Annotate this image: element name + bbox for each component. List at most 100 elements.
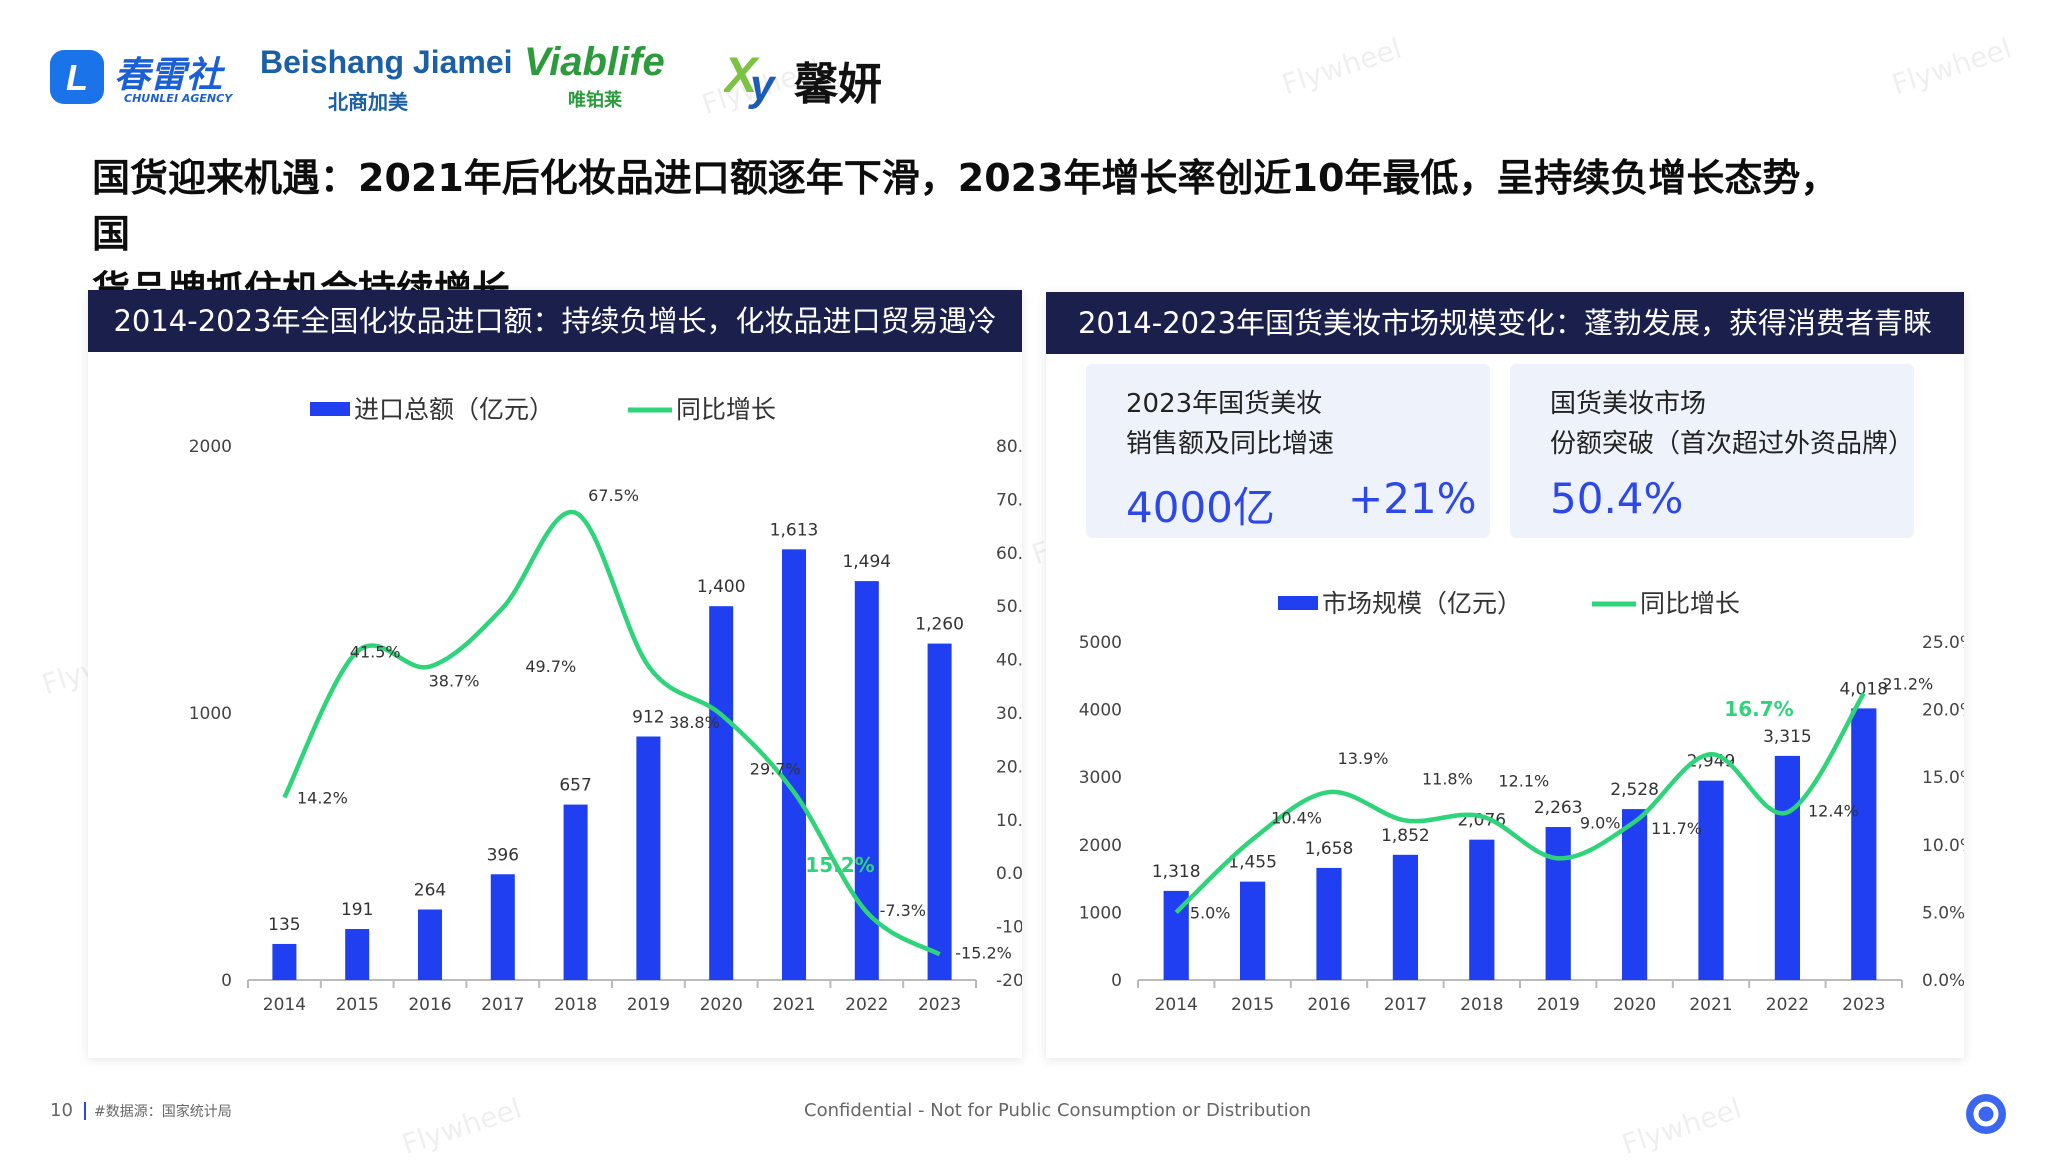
y-tick-label: 0 [1111, 971, 1122, 991]
bar [1469, 839, 1495, 980]
line-value-label: 38.8% [669, 713, 720, 732]
line-value-label: 5.0% [1190, 903, 1231, 922]
bar [272, 943, 297, 980]
sales-stat-label: 2023年国货美妆 销售额及同比增速 [1126, 384, 1334, 464]
bar-value-label: 1,494 [842, 552, 891, 572]
flywheel-logo-icon [1966, 1094, 2006, 1134]
line-value-label: 12.4% [1808, 801, 1859, 820]
legend-bar-swatch [1278, 596, 1318, 610]
bar-value-label: 2,263 [1534, 798, 1583, 818]
svg-text:X: X [724, 47, 760, 103]
y2-tick-label: 25.0% [1922, 633, 1964, 653]
x-tick-label: 2017 [1384, 995, 1427, 1015]
footer-divider [84, 1102, 86, 1120]
line-value-label: 13.9% [1338, 749, 1389, 768]
x-tick-label: 2020 [1613, 995, 1656, 1015]
share-stat-value: 50.4% [1550, 474, 1684, 523]
bar [1774, 755, 1801, 980]
x-tick-label: 2018 [1460, 995, 1503, 1015]
bar-value-label: 1,318 [1152, 862, 1201, 882]
y-tick-label: 0 [221, 971, 232, 991]
sales-stat-box: 2023年国货美妆 销售额及同比增速 4000亿 +21% [1086, 364, 1490, 538]
sales-stat-label-line2: 销售额及同比增速 [1126, 429, 1335, 459]
y2-tick-label: 15.0% [1922, 768, 1964, 788]
viablife-logo-text: Viablife [524, 40, 665, 84]
y-tick-label: 1000 [1079, 903, 1122, 923]
x-tick-label: 2019 [1537, 995, 1580, 1015]
x-tick-label: 2022 [1766, 995, 1809, 1015]
legend-line-label: 同比增长 [676, 395, 776, 424]
bar [1851, 708, 1877, 980]
market-chart-header: 2014-2023年国货美妆市场规模变化：蓬勃发展，获得消费者青睐 [1046, 292, 1964, 354]
y-tick-label: 4000 [1079, 701, 1122, 721]
bar-value-label: 1,400 [697, 577, 746, 597]
share-stat-label-line2: 份额突破（首次超过外资品牌） [1550, 429, 1915, 459]
y2-tick-label: -10.0% [996, 918, 1022, 938]
import-chart-card: 2014-2023年全国化妆品进口额：持续负增长，化妆品进口贸易遇冷 进口总额（… [88, 290, 1022, 1058]
data-source: #数据源：国家统计局 [94, 1104, 232, 1120]
watermark: Flywheel [397, 1091, 526, 1161]
watermark: Flywheel [1617, 1091, 1746, 1161]
y2-tick-label: 30.0% [996, 704, 1022, 724]
x-tick-label: 2023 [918, 995, 961, 1015]
xinyan-logo: X y 馨妍 [721, 40, 882, 116]
bar [1545, 827, 1571, 980]
x-tick-label: 2021 [772, 995, 815, 1015]
bar [927, 643, 952, 980]
x-tick-label: 2014 [263, 995, 306, 1015]
bar-value-label: 135 [268, 915, 300, 935]
beishang-logo-sub: 北商加美 [328, 90, 408, 114]
y2-tick-label: 5.0% [1922, 903, 1964, 923]
page-number: 10 [50, 1100, 73, 1121]
legend-bar-swatch [310, 402, 350, 416]
line-value-label: 15.2% [805, 853, 874, 877]
y2-tick-label: 60.0% [996, 544, 1022, 564]
y-tick-label: 5000 [1079, 633, 1122, 653]
line-value-label: 10.4% [1271, 808, 1322, 827]
line-value-label: 49.7% [525, 657, 576, 676]
legend-line-label: 同比增长 [1640, 589, 1740, 618]
bar-value-label: 1,455 [1228, 853, 1277, 873]
bar [345, 929, 370, 980]
y2-tick-label: 10.0% [1922, 836, 1964, 856]
line-value-label: 21.2% [1882, 674, 1933, 693]
chunlei-logo-text: 春雷社 [114, 55, 223, 96]
chunlei-logo-sub: CHUNLEI AGENCY [124, 92, 233, 105]
x-tick-label: 2017 [481, 995, 524, 1015]
viablife-logo-sub: 唯铂莱 [568, 90, 622, 111]
line-value-label: -7.3% [880, 901, 926, 920]
x-tick-label: 2021 [1689, 995, 1732, 1015]
y2-tick-label: 0.0% [1922, 971, 1964, 991]
line-value-label: -15.2% [955, 943, 1012, 962]
y2-tick-label: 20.0% [996, 757, 1022, 777]
line-value-label: 67.5% [588, 486, 639, 505]
bar [417, 909, 443, 980]
market-chart-card: 2014-2023年国货美妆市场规模变化：蓬勃发展，获得消费者青睐 2023年国… [1046, 292, 1964, 1058]
bar [563, 804, 588, 980]
bar [1316, 867, 1342, 980]
sales-stat-growth: +21% [1348, 474, 1477, 523]
share-stat-box: 国货美妆市场 份额突破（首次超过外资品牌） 50.4% [1510, 364, 1914, 538]
legend-bar-label: 进口总额（亿元） [354, 395, 554, 424]
y2-tick-label: 20.0% [1922, 701, 1964, 721]
bar [1621, 809, 1648, 980]
legend-bar-label: 市场规模（亿元） [1322, 589, 1522, 618]
y2-tick-label: 70.0% [996, 490, 1022, 510]
x-tick-label: 2022 [845, 995, 888, 1015]
bar-value-label: 3,315 [1763, 727, 1812, 747]
line-value-label: 38.7% [429, 672, 480, 691]
bar [781, 549, 807, 980]
watermark: Flywheel [1887, 31, 2016, 102]
x-tick-label: 2015 [336, 995, 379, 1015]
bar-value-label: 4,018 [1839, 679, 1888, 699]
watermark: Flywheel [1277, 31, 1406, 102]
market-chart: 市场规模（亿元） 同比增长 0 1000 2000 3000 4000 5000 0.0% 5.0… [1079, 589, 1964, 1015]
y-tick-label: 3000 [1079, 768, 1122, 788]
y2-tick-label: 0.0% [996, 864, 1022, 884]
chunlei-logo: L 春雷社 CHUNLEI AGENCY [48, 40, 258, 116]
y2-tick-label: 10.0% [996, 811, 1022, 831]
y-tick-label: 2000 [1079, 836, 1122, 856]
x-tick-label: 2018 [554, 995, 597, 1015]
bar-value-label: 1,260 [915, 615, 964, 635]
line-value-label: 29.7% [750, 760, 801, 779]
